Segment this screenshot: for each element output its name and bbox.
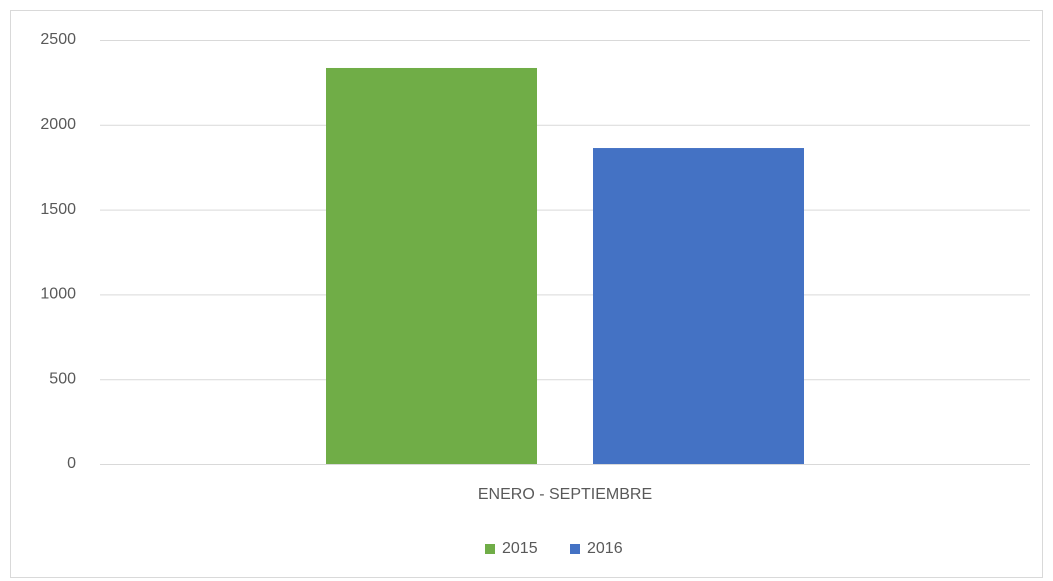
legend-swatch — [485, 544, 495, 554]
y-tick-label: 0 — [67, 455, 76, 472]
legend-swatch — [570, 544, 580, 554]
y-tick-label: 500 — [49, 370, 76, 387]
y-tick-label: 2500 — [40, 31, 76, 48]
y-tick-label: 1500 — [40, 201, 76, 218]
x-tick-label: ENERO - SEPTIEMBRE — [478, 486, 652, 503]
y-tick-label: 1000 — [40, 286, 76, 303]
legend-label: 2016 — [587, 540, 623, 557]
y-tick-label: 2000 — [40, 116, 76, 133]
bar — [593, 148, 804, 464]
legend-label: 2015 — [502, 540, 538, 557]
bar — [326, 67, 537, 464]
